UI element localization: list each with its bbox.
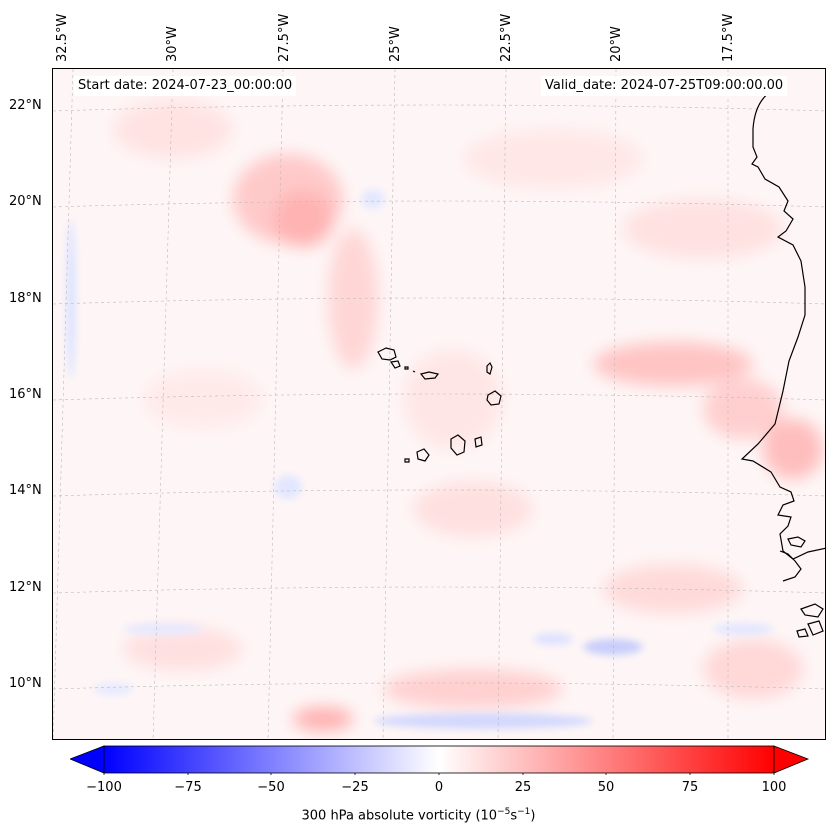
colorbar-tick-75: 75 <box>681 780 699 795</box>
lat-label-16n: 16°N <box>9 387 42 402</box>
lat-label-20n: 20°N <box>9 194 42 209</box>
lat-label-12n: 12°N <box>9 580 42 595</box>
colorbar-tick-100: 100 <box>761 780 787 795</box>
lon-label-25w: 25°W <box>388 26 403 62</box>
colorbar-title-unit: s <box>510 808 518 824</box>
colorbar-tick-neg75: −75 <box>174 780 202 795</box>
lon-label-17-5w: 17.5°W <box>721 13 736 62</box>
colorbar-tick-neg25: −25 <box>341 780 369 795</box>
lon-label-32-5w: 32.5°W <box>55 13 70 62</box>
colorbar-title-close: ) <box>530 808 536 824</box>
colorbar-title-exponent2: −1 <box>517 807 531 817</box>
lon-label-20w: 20°W <box>609 26 624 62</box>
colorbar <box>70 745 810 775</box>
african-coastline <box>740 88 825 638</box>
vorticity-map <box>52 68 826 740</box>
lon-label-22-5w: 22.5°W <box>499 13 514 62</box>
lon-label-30w: 30°W <box>165 26 180 62</box>
colorbar-max-extend <box>773 745 810 774</box>
colorbar-tick-neg100: −100 <box>86 780 122 795</box>
start-date-label: Start date: 2024-07-23_00:00:00 <box>74 76 297 96</box>
valid-date-label: Valid_date: 2024-07-25T09:00:00.00 <box>541 76 788 96</box>
vorticity-field-svg <box>53 69 825 739</box>
colorbar-title-exponent1: −5 <box>497 807 511 817</box>
lon-label-27-5w: 27.5°W <box>277 13 292 62</box>
lat-label-10n: 10°N <box>9 676 42 691</box>
colorbar-tick-marks <box>103 773 775 775</box>
lat-label-18n: 18°N <box>9 291 42 306</box>
negative-vorticity-areas <box>66 189 773 729</box>
lat-label-14n: 14°N <box>9 483 42 498</box>
colorbar-tick-25: 25 <box>514 780 532 795</box>
colorbar-gradient <box>103 745 775 774</box>
colorbar-min-extend <box>70 745 105 774</box>
colorbar-tick-neg50: −50 <box>257 780 285 795</box>
colorbar-title: 300 hPa absolute vorticity (10−5s−1) <box>0 807 837 823</box>
colorbar-tick-50: 50 <box>597 780 615 795</box>
colorbar-title-text: 300 hPa absolute vorticity (10 <box>301 808 498 824</box>
lat-label-22n: 22°N <box>9 98 42 113</box>
positive-vorticity-areas <box>113 99 823 731</box>
gridlines <box>53 69 825 739</box>
colorbar-tick-0: 0 <box>434 780 444 795</box>
cape-verde-islands <box>377 347 502 463</box>
